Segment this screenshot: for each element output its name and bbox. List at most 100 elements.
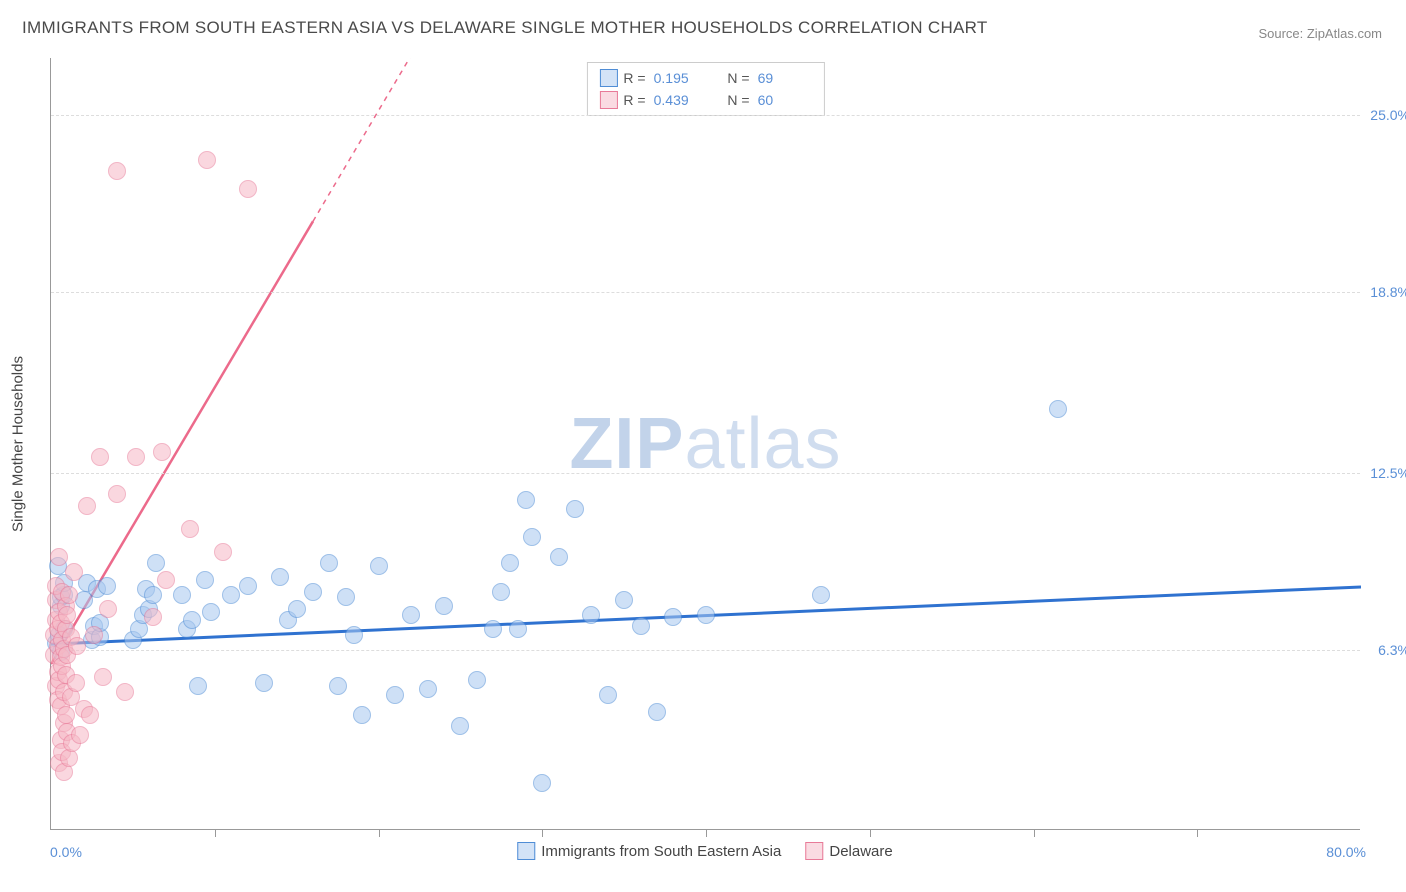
data-point-delaware [58, 606, 76, 624]
trend-lines-layer [51, 58, 1361, 830]
scatter-plot: ZIPatlas R = 0.195 N = 69R = 0.439 N = 6… [50, 58, 1360, 830]
data-point-sea [517, 491, 535, 509]
data-point-delaware [60, 586, 78, 604]
data-point-sea [337, 588, 355, 606]
data-point-delaware [181, 520, 199, 538]
data-point-sea [370, 557, 388, 575]
data-point-sea [599, 686, 617, 704]
data-point-sea [255, 674, 273, 692]
data-point-delaware [91, 448, 109, 466]
data-point-sea [402, 606, 420, 624]
data-point-sea [501, 554, 519, 572]
data-point-delaware [116, 683, 134, 701]
data-point-sea [196, 571, 214, 589]
gridline-horizontal [51, 115, 1360, 116]
data-point-sea [509, 620, 527, 638]
data-point-sea [566, 500, 584, 518]
legend-stat-row-delaware: R = 0.439 N = 60 [599, 89, 811, 111]
x-tick [1034, 829, 1035, 837]
data-point-sea [435, 597, 453, 615]
y-axis-title: Single Mother Households [10, 356, 27, 532]
y-tick-label: 25.0% [1362, 107, 1406, 123]
data-point-delaware [85, 626, 103, 644]
data-point-sea [288, 600, 306, 618]
data-point-delaware [214, 543, 232, 561]
x-axis-min-label: 0.0% [50, 844, 82, 860]
data-point-delaware [239, 180, 257, 198]
data-point-delaware [71, 726, 89, 744]
data-point-sea [189, 677, 207, 695]
data-point-sea [345, 626, 363, 644]
data-point-delaware [157, 571, 175, 589]
gridline-horizontal [51, 292, 1360, 293]
data-point-sea [664, 608, 682, 626]
x-tick [1197, 829, 1198, 837]
x-tick [379, 829, 380, 837]
legend-swatch-delaware [599, 91, 617, 109]
data-point-sea [648, 703, 666, 721]
data-point-sea [582, 606, 600, 624]
data-point-sea [523, 528, 541, 546]
data-point-delaware [153, 443, 171, 461]
data-point-sea [329, 677, 347, 695]
data-point-sea [271, 568, 289, 586]
correlation-legend: R = 0.195 N = 69R = 0.439 N = 60 [586, 62, 824, 116]
legend-item-delaware: Delaware [805, 842, 892, 860]
data-point-delaware [198, 151, 216, 169]
data-point-delaware [67, 674, 85, 692]
data-point-sea [239, 577, 257, 595]
data-point-delaware [144, 608, 162, 626]
data-point-delaware [81, 706, 99, 724]
data-point-sea [550, 548, 568, 566]
data-point-sea [147, 554, 165, 572]
legend-label-delaware: Delaware [829, 843, 892, 860]
data-point-sea [304, 583, 322, 601]
source-attribution: Source: ZipAtlas.com [1258, 26, 1382, 41]
x-tick [215, 829, 216, 837]
data-point-delaware [65, 563, 83, 581]
data-point-sea [451, 717, 469, 735]
data-point-delaware [127, 448, 145, 466]
chart-area: Single Mother Households ZIPatlas R = 0.… [50, 58, 1360, 830]
y-tick-label: 18.8% [1362, 284, 1406, 300]
data-point-sea [98, 577, 116, 595]
data-point-sea [484, 620, 502, 638]
series-legend: Immigrants from South Eastern Asia Delawa… [517, 842, 892, 860]
gridline-horizontal [51, 650, 1360, 651]
data-point-sea [492, 583, 510, 601]
x-tick [542, 829, 543, 837]
data-point-sea [615, 591, 633, 609]
x-tick [706, 829, 707, 837]
legend-item-sea: Immigrants from South Eastern Asia [517, 842, 781, 860]
data-point-sea [183, 611, 201, 629]
data-point-sea [222, 586, 240, 604]
data-point-sea [202, 603, 220, 621]
gridline-horizontal [51, 473, 1360, 474]
data-point-delaware [78, 497, 96, 515]
data-point-sea [812, 586, 830, 604]
x-axis-max-label: 80.0% [1326, 844, 1366, 860]
data-point-delaware [108, 162, 126, 180]
data-point-sea [632, 617, 650, 635]
legend-stat-row-sea: R = 0.195 N = 69 [599, 67, 811, 89]
data-point-delaware [50, 548, 68, 566]
data-point-sea [386, 686, 404, 704]
data-point-delaware [68, 637, 86, 655]
data-point-delaware [57, 706, 75, 724]
data-point-sea [353, 706, 371, 724]
data-point-sea [533, 774, 551, 792]
data-point-sea [697, 606, 715, 624]
data-point-sea [144, 586, 162, 604]
x-tick [870, 829, 871, 837]
data-point-sea [173, 586, 191, 604]
data-point-sea [320, 554, 338, 572]
data-point-delaware [108, 485, 126, 503]
legend-swatch-delaware [805, 842, 823, 860]
data-point-delaware [99, 600, 117, 618]
legend-swatch-sea [517, 842, 535, 860]
y-tick-label: 6.3% [1362, 642, 1406, 658]
data-point-sea [468, 671, 486, 689]
data-point-sea [1049, 400, 1067, 418]
legend-swatch-sea [599, 69, 617, 87]
data-point-sea [419, 680, 437, 698]
